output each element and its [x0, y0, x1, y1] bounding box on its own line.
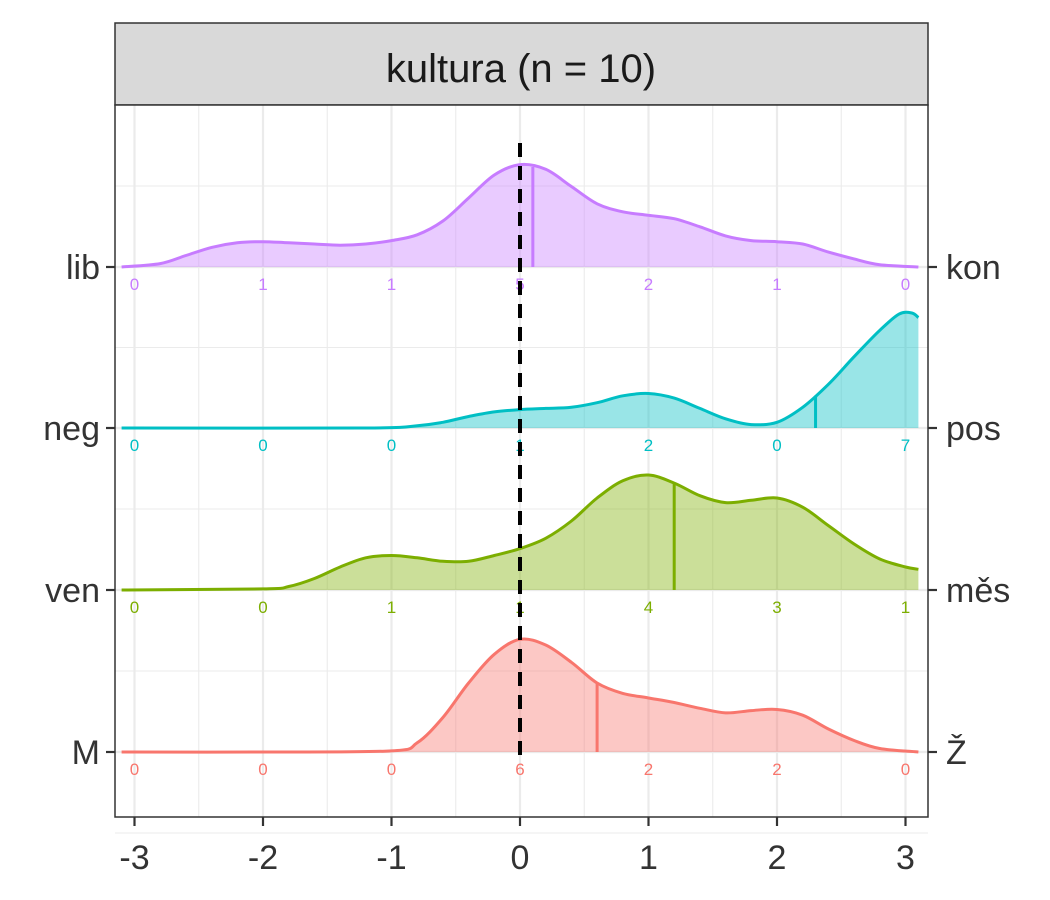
count-label: 0 [901, 275, 910, 294]
count-label: 0 [258, 760, 267, 779]
count-label: 1 [387, 275, 396, 294]
x-tick-label: 0 [511, 839, 530, 877]
y-label-left: neg [43, 410, 100, 448]
y-label-right: měs [946, 572, 1010, 610]
count-label: 1 [258, 275, 267, 294]
density-area [121, 312, 919, 429]
count-label: 2 [644, 436, 653, 455]
density-area [121, 474, 919, 590]
facet-strip [114, 22, 929, 106]
x-tick-label: -3 [119, 839, 149, 877]
count-label: 0 [130, 598, 139, 617]
plot-border [114, 104, 929, 818]
chart-title: kultura (n = 10) [386, 47, 656, 91]
y-label-right: kon [946, 249, 1001, 287]
count-label: 2 [644, 760, 653, 779]
count-label: 7 [901, 436, 910, 455]
count-label: 1 [901, 598, 910, 617]
count-label: 4 [644, 598, 653, 617]
count-label: 0 [772, 436, 781, 455]
y-label-right: Ž [946, 734, 967, 772]
x-tick-label: -1 [376, 839, 406, 877]
y-label-left: ven [45, 572, 100, 610]
x-tick-label: 3 [896, 839, 915, 877]
density-line [121, 637, 919, 754]
count-label: 0 [387, 436, 396, 455]
count-label: 3 [772, 598, 781, 617]
count-label: 0 [130, 760, 139, 779]
y-label-left: M [72, 734, 100, 772]
density-line [121, 473, 919, 592]
y-label-right: pos [946, 410, 1001, 448]
count-label: 0 [258, 598, 267, 617]
count-label: 0 [901, 760, 910, 779]
count-label: 1 [387, 598, 396, 617]
count-label: 2 [644, 275, 653, 294]
density-line [121, 310, 920, 430]
x-tick-label: -2 [248, 839, 278, 877]
x-tick-label: 1 [639, 839, 658, 877]
count-label: 2 [772, 760, 781, 779]
count-label: 0 [130, 436, 139, 455]
y-label-left: lib [66, 249, 100, 287]
count-label: 0 [258, 436, 267, 455]
count-label: 0 [130, 275, 139, 294]
density-line [121, 162, 919, 269]
count-label: 0 [387, 760, 396, 779]
x-tick-label: 2 [768, 839, 787, 877]
count-label: 1 [772, 275, 781, 294]
count-label: 6 [515, 760, 524, 779]
